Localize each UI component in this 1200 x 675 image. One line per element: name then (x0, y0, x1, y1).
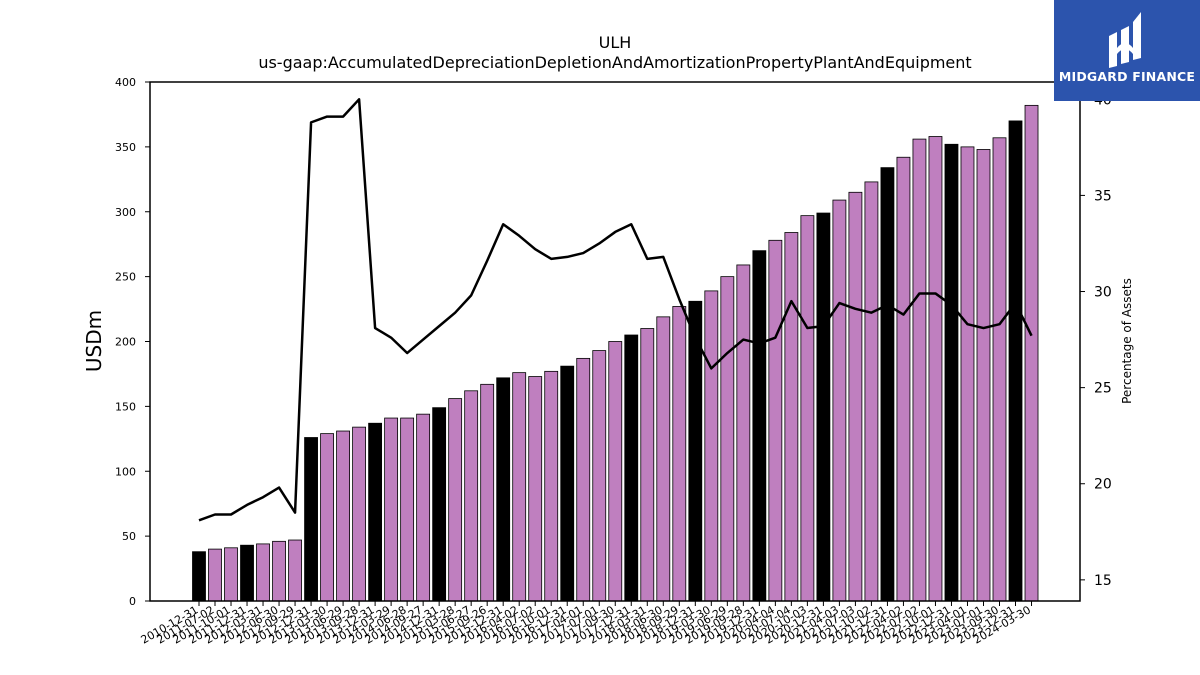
bar (192, 551, 206, 602)
bar (1024, 104, 1039, 602)
series-line (198, 98, 1033, 522)
bar (656, 316, 671, 602)
bar (368, 422, 383, 602)
midgard-logo-icon (1109, 12, 1141, 68)
percentage-line (198, 98, 1033, 522)
bar (672, 306, 687, 602)
y-axis-label: USDm (82, 310, 106, 372)
chart-title: ULH (599, 33, 632, 52)
bar (304, 437, 318, 602)
bar (768, 239, 783, 602)
bar (800, 215, 815, 602)
y-tick-label: 300 (115, 206, 136, 219)
bar (928, 136, 943, 602)
bar (864, 181, 879, 602)
bar (816, 212, 831, 602)
bar (784, 232, 799, 602)
x-axis: 2010-12-312011-07-022011-10-012011-12-31… (139, 601, 1033, 647)
y2-axis-label: Percentage of Assets (1120, 278, 1134, 404)
y-tick-label: 400 (115, 76, 136, 89)
bar (752, 250, 767, 602)
brand-logo: MIDGARD FINANCE (1054, 0, 1200, 101)
bar (720, 276, 735, 602)
bar (384, 417, 399, 602)
y-axis-left: 0 50 100 150 200 250 300 350 400 (115, 76, 150, 608)
bar (272, 540, 286, 602)
bar (560, 365, 575, 602)
bar (576, 357, 591, 602)
bar (880, 167, 895, 602)
y2-tick-label: 35 (1094, 188, 1112, 204)
bar (256, 543, 270, 602)
bar (528, 376, 543, 602)
y2-tick-label: 25 (1094, 381, 1112, 397)
bar (432, 407, 447, 602)
bar (736, 264, 751, 602)
bar (224, 547, 238, 602)
bar (288, 539, 302, 602)
bar (208, 548, 222, 602)
bar (592, 350, 607, 602)
logo-text: MIDGARD FINANCE (1058, 69, 1196, 84)
y-tick-label: 150 (115, 400, 136, 413)
bar (240, 544, 254, 602)
bar (704, 290, 719, 602)
y-tick-label: 100 (115, 465, 136, 478)
bar (912, 138, 927, 602)
bar (640, 328, 655, 602)
bar (976, 149, 991, 602)
chart-subtitle: us-gaap:AccumulatedDepreciationDepletion… (258, 53, 971, 72)
y2-tick-label: 15 (1094, 573, 1112, 589)
y2-tick-label: 20 (1094, 477, 1112, 493)
y-tick-label: 350 (115, 141, 136, 154)
bar (624, 334, 639, 602)
bar (352, 426, 367, 602)
bar (336, 430, 350, 602)
bars (192, 104, 1039, 602)
y-tick-label: 250 (115, 271, 136, 284)
y-tick-label: 200 (115, 336, 136, 349)
bar (480, 383, 495, 602)
bar (544, 370, 559, 602)
bar (400, 417, 415, 602)
y2-tick-label: 30 (1094, 285, 1112, 301)
bar (960, 146, 975, 602)
bar (320, 433, 334, 602)
y-tick-label: 50 (122, 530, 136, 543)
bar (1008, 120, 1023, 602)
bar (416, 413, 431, 602)
y-axis-right: 152025303540 (1080, 92, 1112, 589)
bar (944, 143, 959, 602)
bar (832, 199, 847, 602)
bar (896, 156, 911, 602)
bar (496, 377, 511, 602)
bar (512, 372, 527, 602)
bar (464, 390, 479, 602)
bar (608, 341, 623, 602)
bar (448, 398, 463, 602)
bar (848, 191, 863, 602)
bar (992, 137, 1007, 602)
y-tick-label: 0 (129, 595, 136, 608)
